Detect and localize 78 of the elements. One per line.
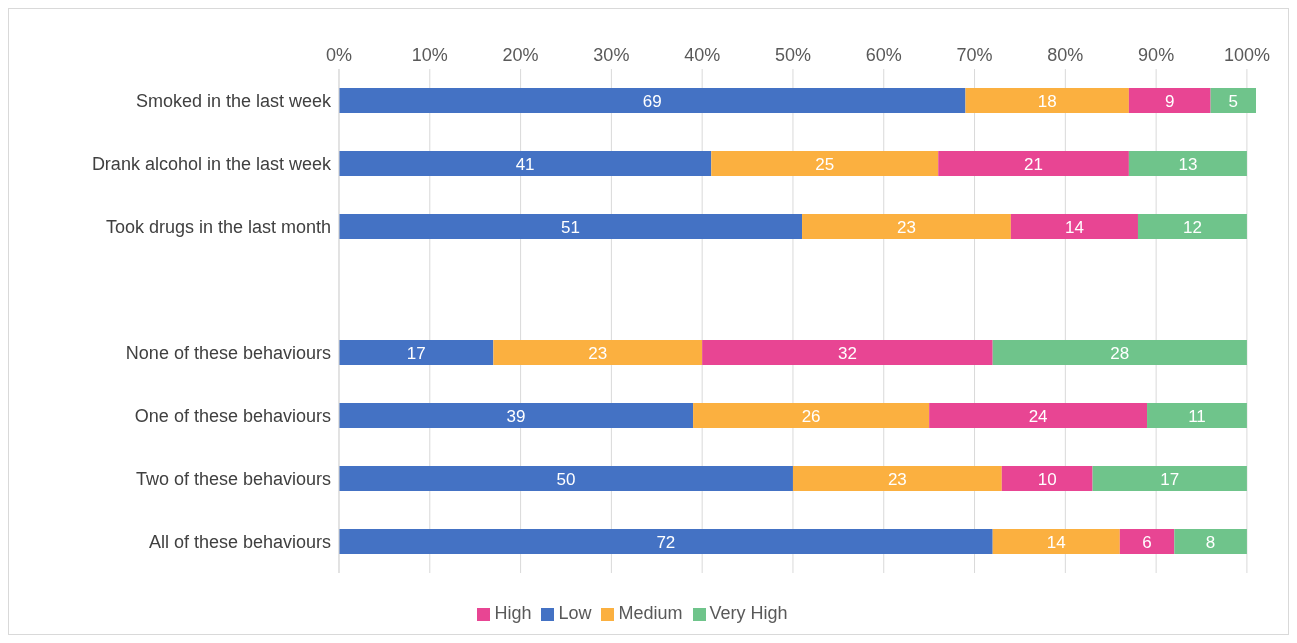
x-tick-label: 30% <box>593 45 630 65</box>
data-label: 23 <box>887 469 907 489</box>
x-tick-label: 60% <box>865 45 902 65</box>
bar <box>339 529 993 554</box>
x-tick-label: 80% <box>1047 45 1084 65</box>
data-label: 6 <box>1142 532 1152 552</box>
y-tick-label: None of these behaviours <box>125 342 331 363</box>
bar <box>938 151 1129 176</box>
bar <box>339 151 712 176</box>
x-tick-label: 70% <box>956 45 993 65</box>
bar <box>965 88 1129 113</box>
x-tick-label: 40% <box>684 45 721 65</box>
bar <box>702 340 993 365</box>
x-tick-label: 50% <box>774 45 811 65</box>
legend-label: High <box>494 603 532 623</box>
data-label: 39 <box>506 406 526 426</box>
legend-label: Medium <box>618 603 683 623</box>
data-label: 69 <box>642 91 662 111</box>
data-label: 17 <box>406 343 426 363</box>
data-label: 14 <box>1046 532 1066 552</box>
data-label: 50 <box>556 469 576 489</box>
y-tick-label: Drank alcohol in the last week <box>91 153 332 174</box>
x-tick-label: 10% <box>411 45 448 65</box>
data-label: 28 <box>1110 343 1130 363</box>
x-tick-label: 0% <box>325 45 353 65</box>
legend-label: Low <box>558 603 592 623</box>
bar <box>1147 403 1247 428</box>
data-label: 32 <box>837 343 857 363</box>
data-label: 24 <box>1028 406 1048 426</box>
data-label: 9 <box>1165 91 1175 111</box>
bar <box>802 214 1011 239</box>
bar <box>1092 466 1247 491</box>
data-label: 26 <box>801 406 821 426</box>
bar <box>1119 529 1175 554</box>
data-label: 11 <box>1188 406 1206 426</box>
legend-label: Very High <box>709 603 788 623</box>
bar <box>1137 214 1247 239</box>
y-tick-label: Two of these behaviours <box>135 468 331 489</box>
bar <box>693 403 930 428</box>
bar <box>929 403 1148 428</box>
data-label: 13 <box>1178 154 1198 174</box>
data-label: 18 <box>1037 91 1057 111</box>
bar <box>339 466 793 491</box>
data-label: 12 <box>1182 217 1202 237</box>
bar <box>1128 151 1247 176</box>
bar <box>1010 214 1138 239</box>
x-tick-label: 20% <box>502 45 539 65</box>
y-tick-label: One of these behaviours <box>134 405 331 426</box>
bar <box>1210 88 1256 113</box>
data-label: 23 <box>588 343 608 363</box>
bar <box>493 340 703 365</box>
bar <box>339 340 494 365</box>
bar <box>1128 88 1211 113</box>
bar <box>339 214 803 239</box>
data-label: 21 <box>1024 154 1044 174</box>
data-label: 23 <box>896 217 916 237</box>
data-label: 17 <box>1160 469 1180 489</box>
bar <box>339 88 966 113</box>
data-label: 10 <box>1037 469 1057 489</box>
y-tick-label: Took drugs in the last month <box>105 216 331 237</box>
data-label: 25 <box>815 154 835 174</box>
bar <box>1174 529 1247 554</box>
y-tick-label: All of these behaviours <box>148 531 331 552</box>
data-label: 72 <box>656 532 676 552</box>
bar <box>792 466 1002 491</box>
data-label: 51 <box>561 217 580 237</box>
x-tick-label: 100% <box>1223 45 1270 65</box>
bar <box>992 340 1247 365</box>
bar <box>1001 466 1093 491</box>
bar <box>339 403 694 428</box>
data-label: 14 <box>1064 217 1084 237</box>
bar <box>711 151 939 176</box>
x-tick-label: 90% <box>1138 45 1175 65</box>
y-tick-label: Smoked in the last week <box>135 90 332 111</box>
data-label: 5 <box>1228 91 1239 111</box>
data-label: 41 <box>515 154 535 174</box>
bar <box>992 529 1120 554</box>
data-label: 8 <box>1205 532 1216 552</box>
